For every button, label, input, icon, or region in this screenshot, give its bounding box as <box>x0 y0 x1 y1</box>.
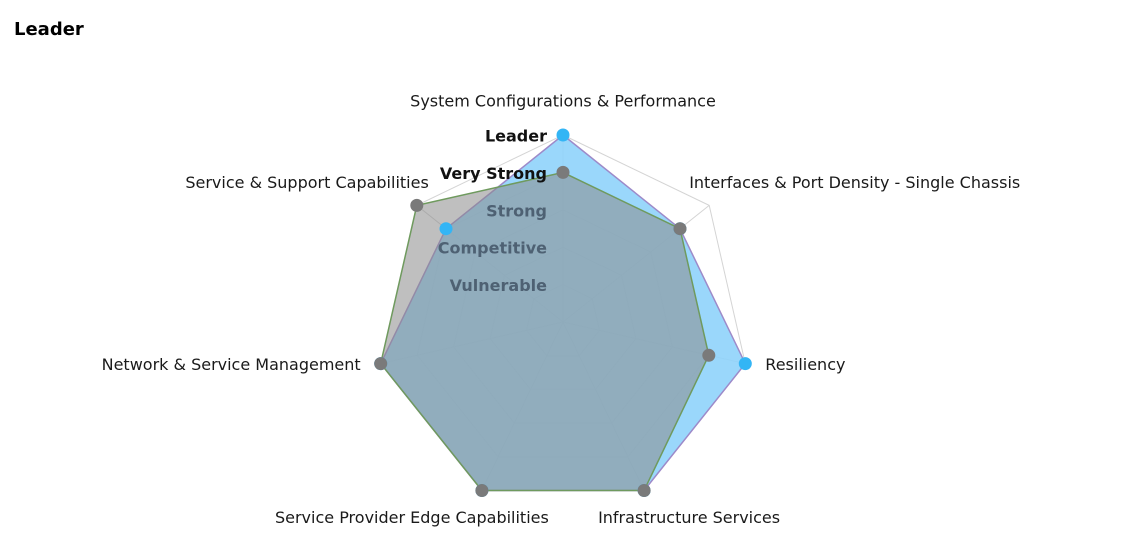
level-label: Competitive <box>438 239 547 258</box>
level-label: Vulnerable <box>450 276 548 295</box>
data-point[interactable] <box>556 128 570 142</box>
data-point[interactable] <box>410 198 424 212</box>
axis-labels: System Configurations & Performance Inter… <box>102 92 1021 528</box>
radar-markers <box>374 128 752 497</box>
axis-label: Network & Service Management <box>102 355 361 374</box>
axis-label: Infrastructure Services <box>598 508 780 527</box>
level-label: Strong <box>486 201 547 220</box>
level-label: Leader <box>485 127 547 146</box>
data-point[interactable] <box>475 484 489 497</box>
data-point[interactable] <box>673 222 687 236</box>
level-labels: Vulnerable Competitive Strong Very Strong Le… <box>438 127 547 296</box>
data-point[interactable] <box>556 165 570 179</box>
axis-label: Resiliency <box>765 355 845 374</box>
data-point[interactable] <box>374 357 388 371</box>
axis-label: Interfaces & Port Density - Single Chass… <box>689 173 1020 192</box>
page-heading: Leader <box>14 19 84 40</box>
data-point[interactable] <box>637 484 651 497</box>
axis-label: Service & Support Capabilities <box>185 173 428 192</box>
level-label: Very Strong <box>440 164 547 183</box>
radar-series <box>379 134 747 492</box>
axis-label: System Configurations & Performance <box>410 92 716 111</box>
data-point[interactable] <box>702 348 716 362</box>
axis-label: Service Provider Edge Capabilities <box>275 508 549 527</box>
data-point[interactable] <box>738 357 752 371</box>
data-point[interactable] <box>439 222 453 236</box>
series-area <box>379 171 710 492</box>
